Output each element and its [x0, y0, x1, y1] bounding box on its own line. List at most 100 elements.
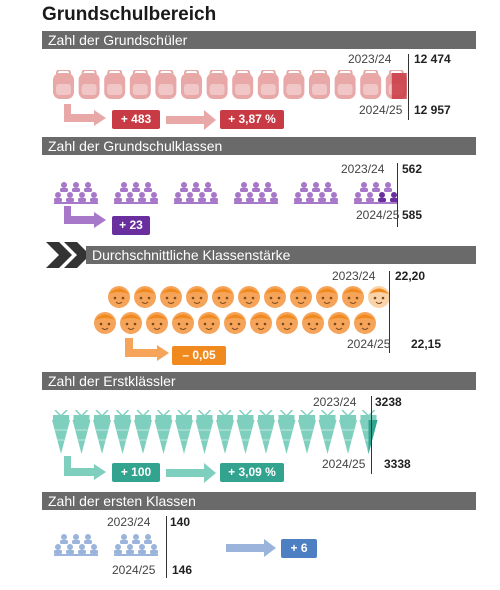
school-cone-icon — [52, 410, 70, 454]
pupils-value-2023: 12 474 — [414, 52, 451, 66]
child-face-icon-grid — [94, 285, 414, 339]
child-face-icon — [146, 312, 168, 334]
school-cone-icon — [359, 410, 378, 454]
child-face-icon — [120, 312, 142, 334]
school-backpack-icon — [206, 70, 228, 99]
year-label-2023: 2023/24 — [341, 162, 385, 176]
child-face-icon — [108, 286, 130, 308]
year-label-2024: 2024/25 — [359, 103, 403, 117]
first-change-pct-badge: + 3,09 % — [220, 463, 284, 482]
year-label-2023: 2023/24 — [107, 515, 151, 529]
firstclasses-change-badge: + 6 — [281, 539, 317, 558]
child-face-icon — [250, 312, 272, 334]
school-cone-icon — [195, 410, 214, 454]
first-value-2023: 3238 — [375, 395, 402, 409]
firstclasses-value-2023: 140 — [170, 515, 191, 529]
school-backpack-icon — [283, 70, 305, 99]
school-cone-icon — [154, 410, 173, 454]
school-cone-icon — [277, 410, 296, 454]
child-face-icon — [316, 286, 338, 308]
year-label-2024: 2024/25 — [356, 208, 400, 222]
section-header-firstclasses: Zahl der ersten Klassen — [42, 492, 476, 510]
school-cone-icon — [113, 410, 132, 454]
divider-line — [397, 163, 398, 227]
school-cone-icon — [134, 410, 152, 454]
divider-line — [389, 271, 390, 353]
school-cone-icon — [318, 410, 337, 454]
year-label-2024: 2024/25 — [112, 563, 156, 577]
divider-line — [408, 54, 409, 120]
year-label-2024: 2024/25 — [347, 337, 391, 351]
school-cone-icon — [236, 410, 255, 454]
size-value-2024: 22,15 — [411, 337, 442, 351]
classes-value-2023: 562 — [402, 162, 423, 176]
year-label-2024: 2024/25 — [322, 457, 366, 471]
child-face-icon — [134, 286, 156, 308]
pupils-change-pct-badge: + 3,87 % — [220, 110, 284, 129]
child-face-icon — [328, 312, 350, 334]
school-backpack-icon — [181, 70, 202, 99]
school-backpack-icon — [385, 70, 407, 99]
classroom-group-icon — [114, 534, 158, 556]
divider-line — [166, 516, 167, 578]
school-backpack-icon — [232, 70, 254, 99]
elbow-arrow-icon — [64, 456, 108, 484]
child-face-icon — [354, 312, 376, 334]
classes-value-2024: 585 — [402, 208, 423, 222]
school-cone-icon — [72, 410, 91, 454]
right-arrow-icon — [166, 110, 218, 130]
child-face-icon — [264, 286, 286, 308]
child-face-icon — [276, 312, 298, 334]
section-header-size: Durchschnittliche Klassenstärke — [86, 246, 476, 264]
school-backpack-icon — [334, 70, 356, 99]
child-face-icon — [342, 286, 364, 308]
section-header-classes: Zahl der Grundschulklassen — [42, 137, 476, 155]
school-cone-icon — [216, 410, 234, 454]
page-title: Grundschulbereich — [42, 4, 217, 25]
classes-change-abs-badge: + 23 — [112, 216, 150, 235]
child-face-icon — [172, 312, 194, 334]
elbow-arrow-icon — [64, 206, 108, 232]
right-arrow-icon — [226, 539, 278, 557]
first-value-2024: 3338 — [384, 457, 411, 471]
first-change-abs-badge: + 100 — [112, 463, 160, 482]
firstclasses-value-2024: 146 — [172, 563, 193, 577]
child-face-icon — [198, 312, 220, 334]
school-cone-icon — [175, 410, 193, 454]
backpack-icon-row — [52, 70, 422, 100]
size-change-badge: – 0,05 — [172, 346, 226, 365]
classroom-group-icon — [114, 182, 158, 204]
classroom-group-icon — [174, 182, 218, 204]
classroom-group-icon — [294, 182, 338, 204]
year-label-2023: 2023/24 — [348, 52, 392, 66]
child-face-icon — [160, 286, 182, 308]
school-backpack-icon — [257, 70, 279, 99]
classroom-group-icon — [54, 182, 98, 204]
section-header-pupils: Zahl der Grundschüler — [42, 31, 476, 49]
school-cone-icon — [298, 410, 316, 454]
school-backpack-icon — [53, 70, 74, 99]
school-cone-icon — [339, 410, 357, 454]
child-face-icon — [290, 286, 312, 308]
child-face-icon — [238, 286, 260, 308]
child-face-icon — [212, 286, 234, 308]
school-backpack-icon — [360, 70, 382, 99]
year-label-2023: 2023/24 — [332, 269, 376, 283]
classroom-group-icon — [354, 182, 398, 204]
school-cone-icon — [93, 410, 111, 454]
elbow-arrow-icon — [125, 338, 171, 364]
pupils-value-2024: 12 957 — [414, 103, 451, 117]
school-backpack-icon — [104, 70, 126, 99]
classroom-icon-row — [54, 178, 414, 206]
classroom-group-icon — [54, 534, 98, 556]
divider-line — [371, 396, 372, 474]
right-arrow-icon — [166, 463, 218, 483]
school-cone-icon-row — [52, 410, 392, 456]
year-label-2023: 2023/24 — [313, 395, 357, 409]
size-value-2023: 22,20 — [395, 269, 426, 283]
pupils-change-abs-badge: + 483 — [112, 110, 160, 129]
school-backpack-icon — [129, 70, 151, 99]
child-face-icon — [186, 286, 208, 308]
child-face-icon — [302, 312, 324, 334]
classroom-group-icon — [234, 182, 278, 204]
